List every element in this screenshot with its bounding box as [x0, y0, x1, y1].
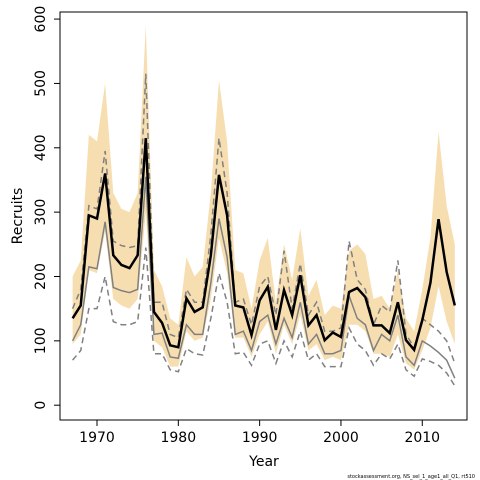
y-tick-label: 600 [33, 6, 49, 33]
series-line [71, 176, 456, 379]
y-tick-label: 100 [33, 327, 49, 354]
plot-frame [59, 11, 468, 421]
x-axis-label: Year [248, 454, 279, 470]
y-axis-label: Recruits [10, 188, 26, 245]
x-tick-label: 2010 [404, 430, 440, 446]
series-line [72, 247, 456, 387]
y-tick-label: 500 [33, 70, 49, 97]
footnote: stockassessment.org, NS_sel_1_age1_all_Q… [347, 474, 475, 480]
y-tick-label: 0 [33, 401, 49, 410]
y-tick-label: 300 [33, 199, 49, 226]
x-tick-label: 1970 [79, 430, 115, 446]
y-tick-label: 200 [33, 263, 49, 290]
series-line [71, 138, 457, 353]
x-tick-label: 1990 [242, 430, 278, 446]
series-line [71, 73, 456, 364]
confidence-band [72, 25, 455, 370]
x-tick-label: 1980 [160, 430, 196, 446]
x-tick-label: 2000 [323, 430, 359, 446]
y-tick-label: 400 [33, 134, 49, 161]
